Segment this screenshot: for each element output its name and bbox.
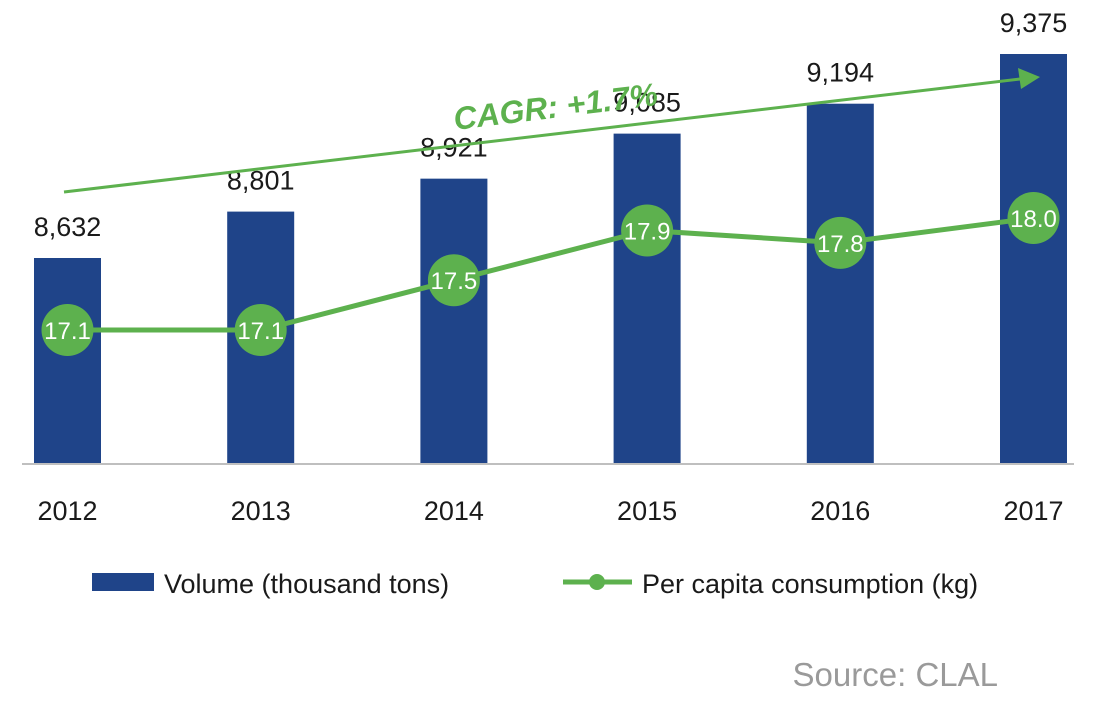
line-value-label: 17.8 — [817, 231, 864, 258]
line-point-2013 — [234, 304, 287, 356]
x-tick-label: 2016 — [810, 496, 870, 526]
line-value-label: 18.0 — [1010, 206, 1057, 233]
cagr-annotation: CAGR: +1.7% — [63, 68, 1040, 194]
bars-group — [34, 54, 1067, 464]
legend-line-label: Per capita consumption (kg) — [642, 569, 978, 599]
legend-volume-swatch — [92, 573, 154, 591]
x-tick-label: 2012 — [37, 496, 97, 526]
x-tick-label: 2013 — [231, 496, 291, 526]
bar-value-label: 9,194 — [807, 58, 875, 88]
line-series-group: 17.1 17.1 17.5 17.9 17.8 18.0 — [41, 192, 1060, 356]
legend-line-marker — [589, 574, 605, 590]
line-value-label: 17.1 — [44, 318, 91, 345]
bar-value-label: 9,375 — [1000, 8, 1068, 38]
line-point-2012 — [41, 304, 94, 356]
legend: Volume (thousand tons) Per capita consum… — [92, 569, 978, 599]
line-point-2014 — [427, 254, 480, 307]
cagr-arrow-head — [1018, 68, 1040, 89]
source-note: Source: CLAL — [792, 656, 998, 693]
line-series-path — [67, 215, 1034, 333]
x-tick-label: 2017 — [1003, 496, 1063, 526]
bar-value-label: 9,085 — [613, 88, 681, 118]
bar-2012 — [34, 258, 101, 464]
bar-2015 — [613, 133, 681, 464]
legend-volume-label: Volume (thousand tons) — [164, 569, 449, 599]
line-point-2015 — [621, 204, 674, 257]
bar-value-label: 8,632 — [34, 212, 102, 242]
bar-2017 — [1000, 54, 1067, 464]
line-value-label: 17.5 — [431, 268, 478, 295]
x-tick-labels-group: 2012 2013 2014 2015 2016 2017 — [37, 496, 1063, 526]
line-value-label: 17.1 — [237, 318, 284, 345]
line-point-2016 — [814, 216, 867, 269]
x-tick-label: 2014 — [424, 496, 484, 526]
bar-2016 — [806, 103, 874, 464]
line-point-2017 — [1007, 192, 1060, 244]
x-tick-label: 2015 — [617, 496, 677, 526]
cagr-label: CAGR: +1.7% — [451, 76, 659, 137]
line-value-label: 17.9 — [624, 218, 671, 245]
cagr-arrow-line — [63, 77, 1021, 194]
bar-2014 — [420, 178, 488, 464]
